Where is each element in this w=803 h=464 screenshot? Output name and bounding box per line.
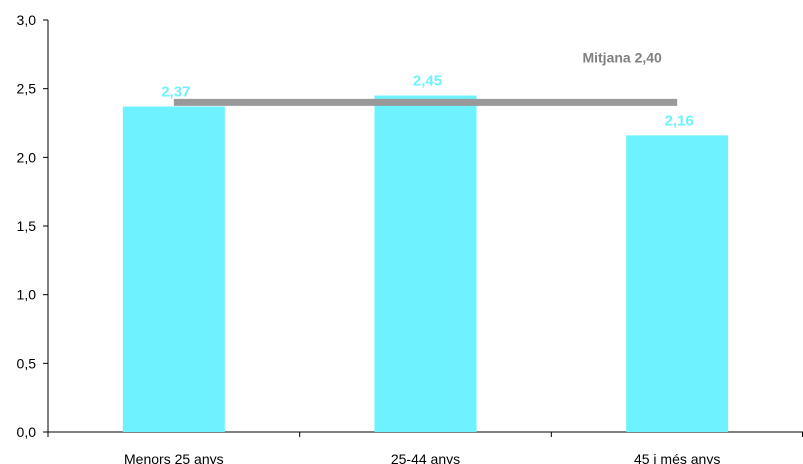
- y-tick-label: 0,0: [17, 424, 37, 440]
- y-tick-label: 2,5: [17, 81, 37, 97]
- y-tick-label: 2,0: [17, 149, 37, 165]
- y-tick-label: 1,5: [17, 218, 37, 234]
- bar: [374, 95, 477, 433]
- data-labels: 2,37 2,45 2,16: [161, 73, 694, 130]
- bar-value-label: 2,16: [665, 112, 694, 129]
- y-tick-label: 3,0: [17, 12, 37, 28]
- bar-value-label: 2,37: [161, 84, 190, 101]
- y-tick-label: 0,5: [17, 355, 37, 371]
- y-tick-label: 1,0: [17, 287, 37, 303]
- x-axis: Menors 25 anys 25-44 anys 45 i més anys: [47, 431, 803, 464]
- bars: [122, 95, 729, 433]
- bar: [626, 135, 729, 433]
- average-reference: Mitjana 2,40: [173, 49, 678, 106]
- x-category-label: 25-44 anys: [391, 451, 460, 464]
- bar-value-label: 2,45: [413, 73, 442, 90]
- x-category-label: 45 i més anys: [634, 451, 720, 464]
- x-category-label: Menors 25 anys: [124, 451, 224, 464]
- y-axis: 0,0 0,5 1,0 1,5 2,0 2,5 3,0: [17, 12, 49, 440]
- bar: [122, 106, 225, 433]
- average-label: Mitjana 2,40: [582, 49, 662, 65]
